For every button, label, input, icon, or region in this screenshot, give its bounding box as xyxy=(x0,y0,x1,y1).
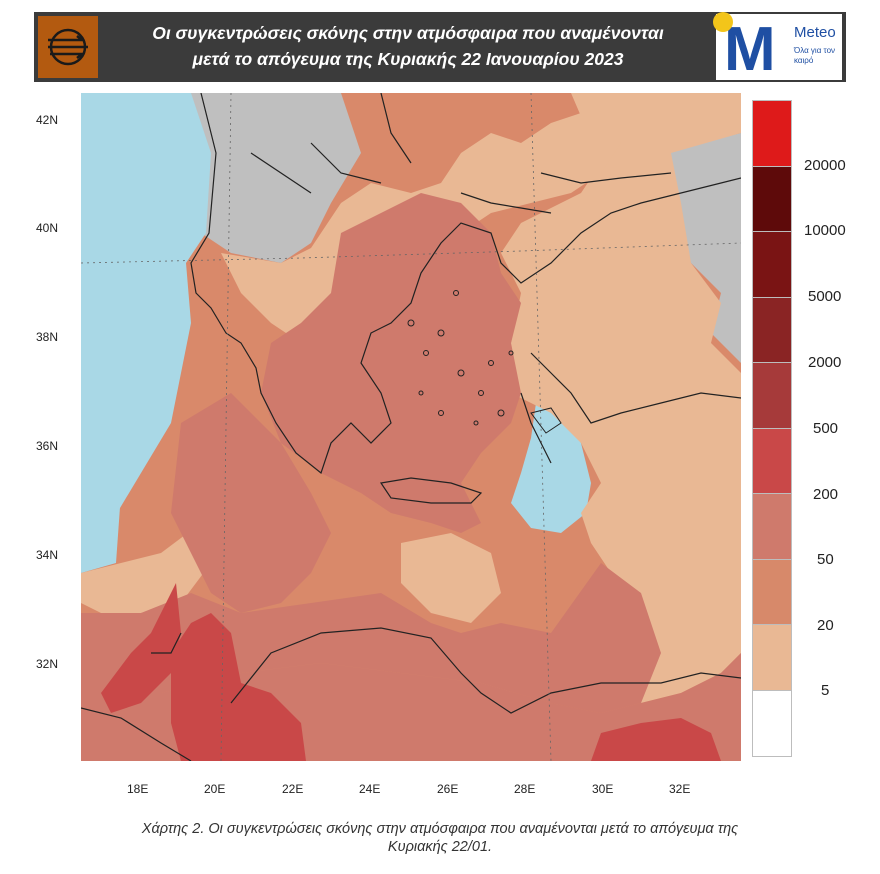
legend-label: 20000 xyxy=(804,157,846,174)
lon-tick-label: 20E xyxy=(204,782,226,796)
lon-tick-label: 22E xyxy=(282,782,304,796)
brand-name: Meteo xyxy=(794,24,836,41)
figure-caption: Χάρτης 2. Οι συγκεντρώσεις σκόνης στην α… xyxy=(20,820,860,856)
lon-tick-label: 26E xyxy=(437,782,459,796)
legend-swatch xyxy=(752,166,792,233)
graticule xyxy=(81,93,741,761)
legend-swatch xyxy=(752,493,792,560)
legend-swatch xyxy=(752,428,792,495)
header-bar xyxy=(34,12,846,82)
legend-label: 50 xyxy=(817,551,834,568)
zone-level-5-crete-south xyxy=(401,533,501,623)
dust-icon xyxy=(38,16,98,78)
lat-tick-label: 40N xyxy=(36,221,59,235)
legend-label: 20 xyxy=(817,617,834,634)
legend-swatch xyxy=(752,362,792,429)
zone-level-200-west xyxy=(101,583,181,713)
legend-swatch xyxy=(752,559,792,626)
legend-label: 5 xyxy=(821,682,830,699)
sea-clear-west xyxy=(81,93,211,533)
lon-tick-label: 28E xyxy=(514,782,536,796)
land-no-data-east xyxy=(661,133,741,363)
zone-level-50-ionian xyxy=(171,393,331,613)
page-title: Οι συγκεντρώσεις σκόνης στην ατμόσφαιρα … xyxy=(104,14,712,78)
sea-clear-east xyxy=(511,403,591,533)
lon-tick-label: 18E xyxy=(127,782,149,796)
title-line-2: μετά το απόγευμα της Κυριακής 22 Ιανουαρ… xyxy=(192,49,624,69)
lat-tick-label: 32N xyxy=(36,657,59,671)
dust-concentration-map xyxy=(81,93,741,761)
legend-swatch xyxy=(752,297,792,364)
lat-tick-label: 36N xyxy=(36,439,59,453)
caption-line-1: Χάρτης 2. Οι συγκεντρώσεις σκόνης στην α… xyxy=(141,821,739,837)
sea-clear-south-west xyxy=(81,493,121,573)
islands xyxy=(407,290,562,434)
sun-icon xyxy=(713,12,733,32)
legend-swatch xyxy=(752,231,792,298)
zone-level-200-east xyxy=(591,718,721,761)
legend-label: 500 xyxy=(813,420,839,437)
legend-swatch xyxy=(752,624,792,691)
sea-clear-north xyxy=(81,93,111,103)
coastlines xyxy=(81,93,741,761)
legend-swatch xyxy=(752,690,792,757)
title-line-1: Οι συγκεντρώσεις σκόνης στην ατμόσφαιρα … xyxy=(152,23,664,43)
brand-tagline: Όλα για τον καιρό xyxy=(794,46,836,65)
lon-tick-label: 32E xyxy=(669,782,691,796)
lat-tick-label: 38N xyxy=(36,330,59,344)
lon-tick-label: 30E xyxy=(592,782,614,796)
legend-label: 200 xyxy=(813,486,839,503)
lat-tick-label: 34N xyxy=(36,548,59,562)
legend-label: 2000 xyxy=(808,354,842,371)
caption-line-2: Κυριακής 22/01. xyxy=(387,839,493,855)
brand-logo: M xyxy=(716,14,842,80)
lon-tick-label: 24E xyxy=(359,782,381,796)
legend-label: 10000 xyxy=(804,222,846,239)
zone-level-50-aegean xyxy=(261,193,521,533)
legend-label: 5000 xyxy=(808,288,842,305)
lat-tick-label: 42N xyxy=(36,113,59,127)
legend-swatch xyxy=(752,100,792,167)
brand-letter: M xyxy=(724,15,776,80)
zone-level-200-central xyxy=(171,613,306,761)
